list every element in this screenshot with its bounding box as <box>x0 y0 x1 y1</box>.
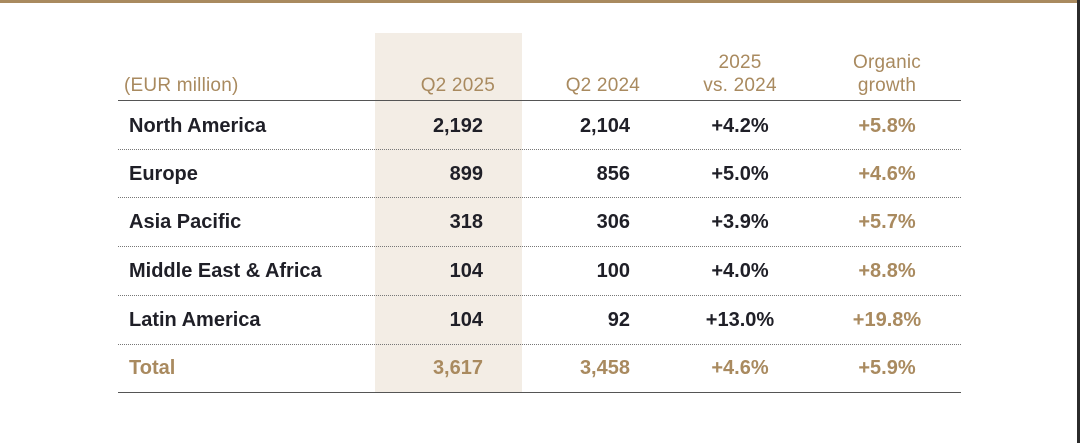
q2-2024-value: 306 <box>596 211 630 233</box>
q2-2025-header: Q2 2025 <box>420 75 495 96</box>
total-yoy-change-value: +4.6% <box>711 357 769 379</box>
yoy-change-value: +4.2% <box>711 115 769 137</box>
yoy-change-value: +5.0% <box>711 163 769 185</box>
organic-growth-value: +5.8% <box>858 115 916 137</box>
top-accent-rule <box>0 0 1080 3</box>
row-separator <box>118 295 961 296</box>
organic-growth-value: +8.8% <box>858 260 916 282</box>
yoy-header-line1: 2025 <box>718 52 762 73</box>
row-separator <box>118 149 961 150</box>
region-label: Latin America <box>129 309 261 331</box>
q2-2024-value: 2,104 <box>579 115 630 137</box>
organic-growth-value: +4.6% <box>858 163 916 185</box>
q2-2024-header: Q2 2024 <box>565 75 640 96</box>
organic-header-line1: Organic <box>853 52 921 73</box>
organic-growth-value: +19.8% <box>852 309 922 331</box>
q2-2025-value: 104 <box>449 309 483 331</box>
organic-header-line2: growth <box>857 75 917 96</box>
header-rule <box>118 100 961 101</box>
q2-2025-value: 899 <box>449 163 483 185</box>
q2-2024-value: 92 <box>607 309 630 331</box>
region-label: Europe <box>129 163 198 185</box>
q2-2024-value: 856 <box>596 163 630 185</box>
q2-2025-value: 2,192 <box>432 115 483 137</box>
region-label: Middle East & Africa <box>129 260 322 282</box>
total-organic-growth-value: +5.9% <box>858 357 916 379</box>
q2-2025-value: 104 <box>449 260 483 282</box>
q2-2024-value: 100 <box>596 260 630 282</box>
page-edge <box>1077 0 1080 443</box>
unit-header: (EUR million) <box>124 75 239 96</box>
yoy-change-value: +13.0% <box>705 309 775 331</box>
current-quarter-highlight <box>375 33 522 392</box>
row-separator <box>118 344 961 345</box>
total-label: Total <box>129 357 176 379</box>
yoy-header-line2: vs. 2024 <box>703 75 777 96</box>
bottom-rule <box>118 392 961 393</box>
organic-growth-value: +5.7% <box>858 211 916 233</box>
q2-2025-value: 318 <box>449 211 483 233</box>
yoy-change-value: +3.9% <box>711 211 769 233</box>
yoy-change-value: +4.0% <box>711 260 769 282</box>
row-separator <box>118 197 961 198</box>
total-q2-2024-value: 3,458 <box>579 357 630 379</box>
row-separator <box>118 246 961 247</box>
total-q2-2025-value: 3,617 <box>432 357 483 379</box>
region-label: Asia Pacific <box>129 211 242 233</box>
region-label: North America <box>129 115 267 137</box>
